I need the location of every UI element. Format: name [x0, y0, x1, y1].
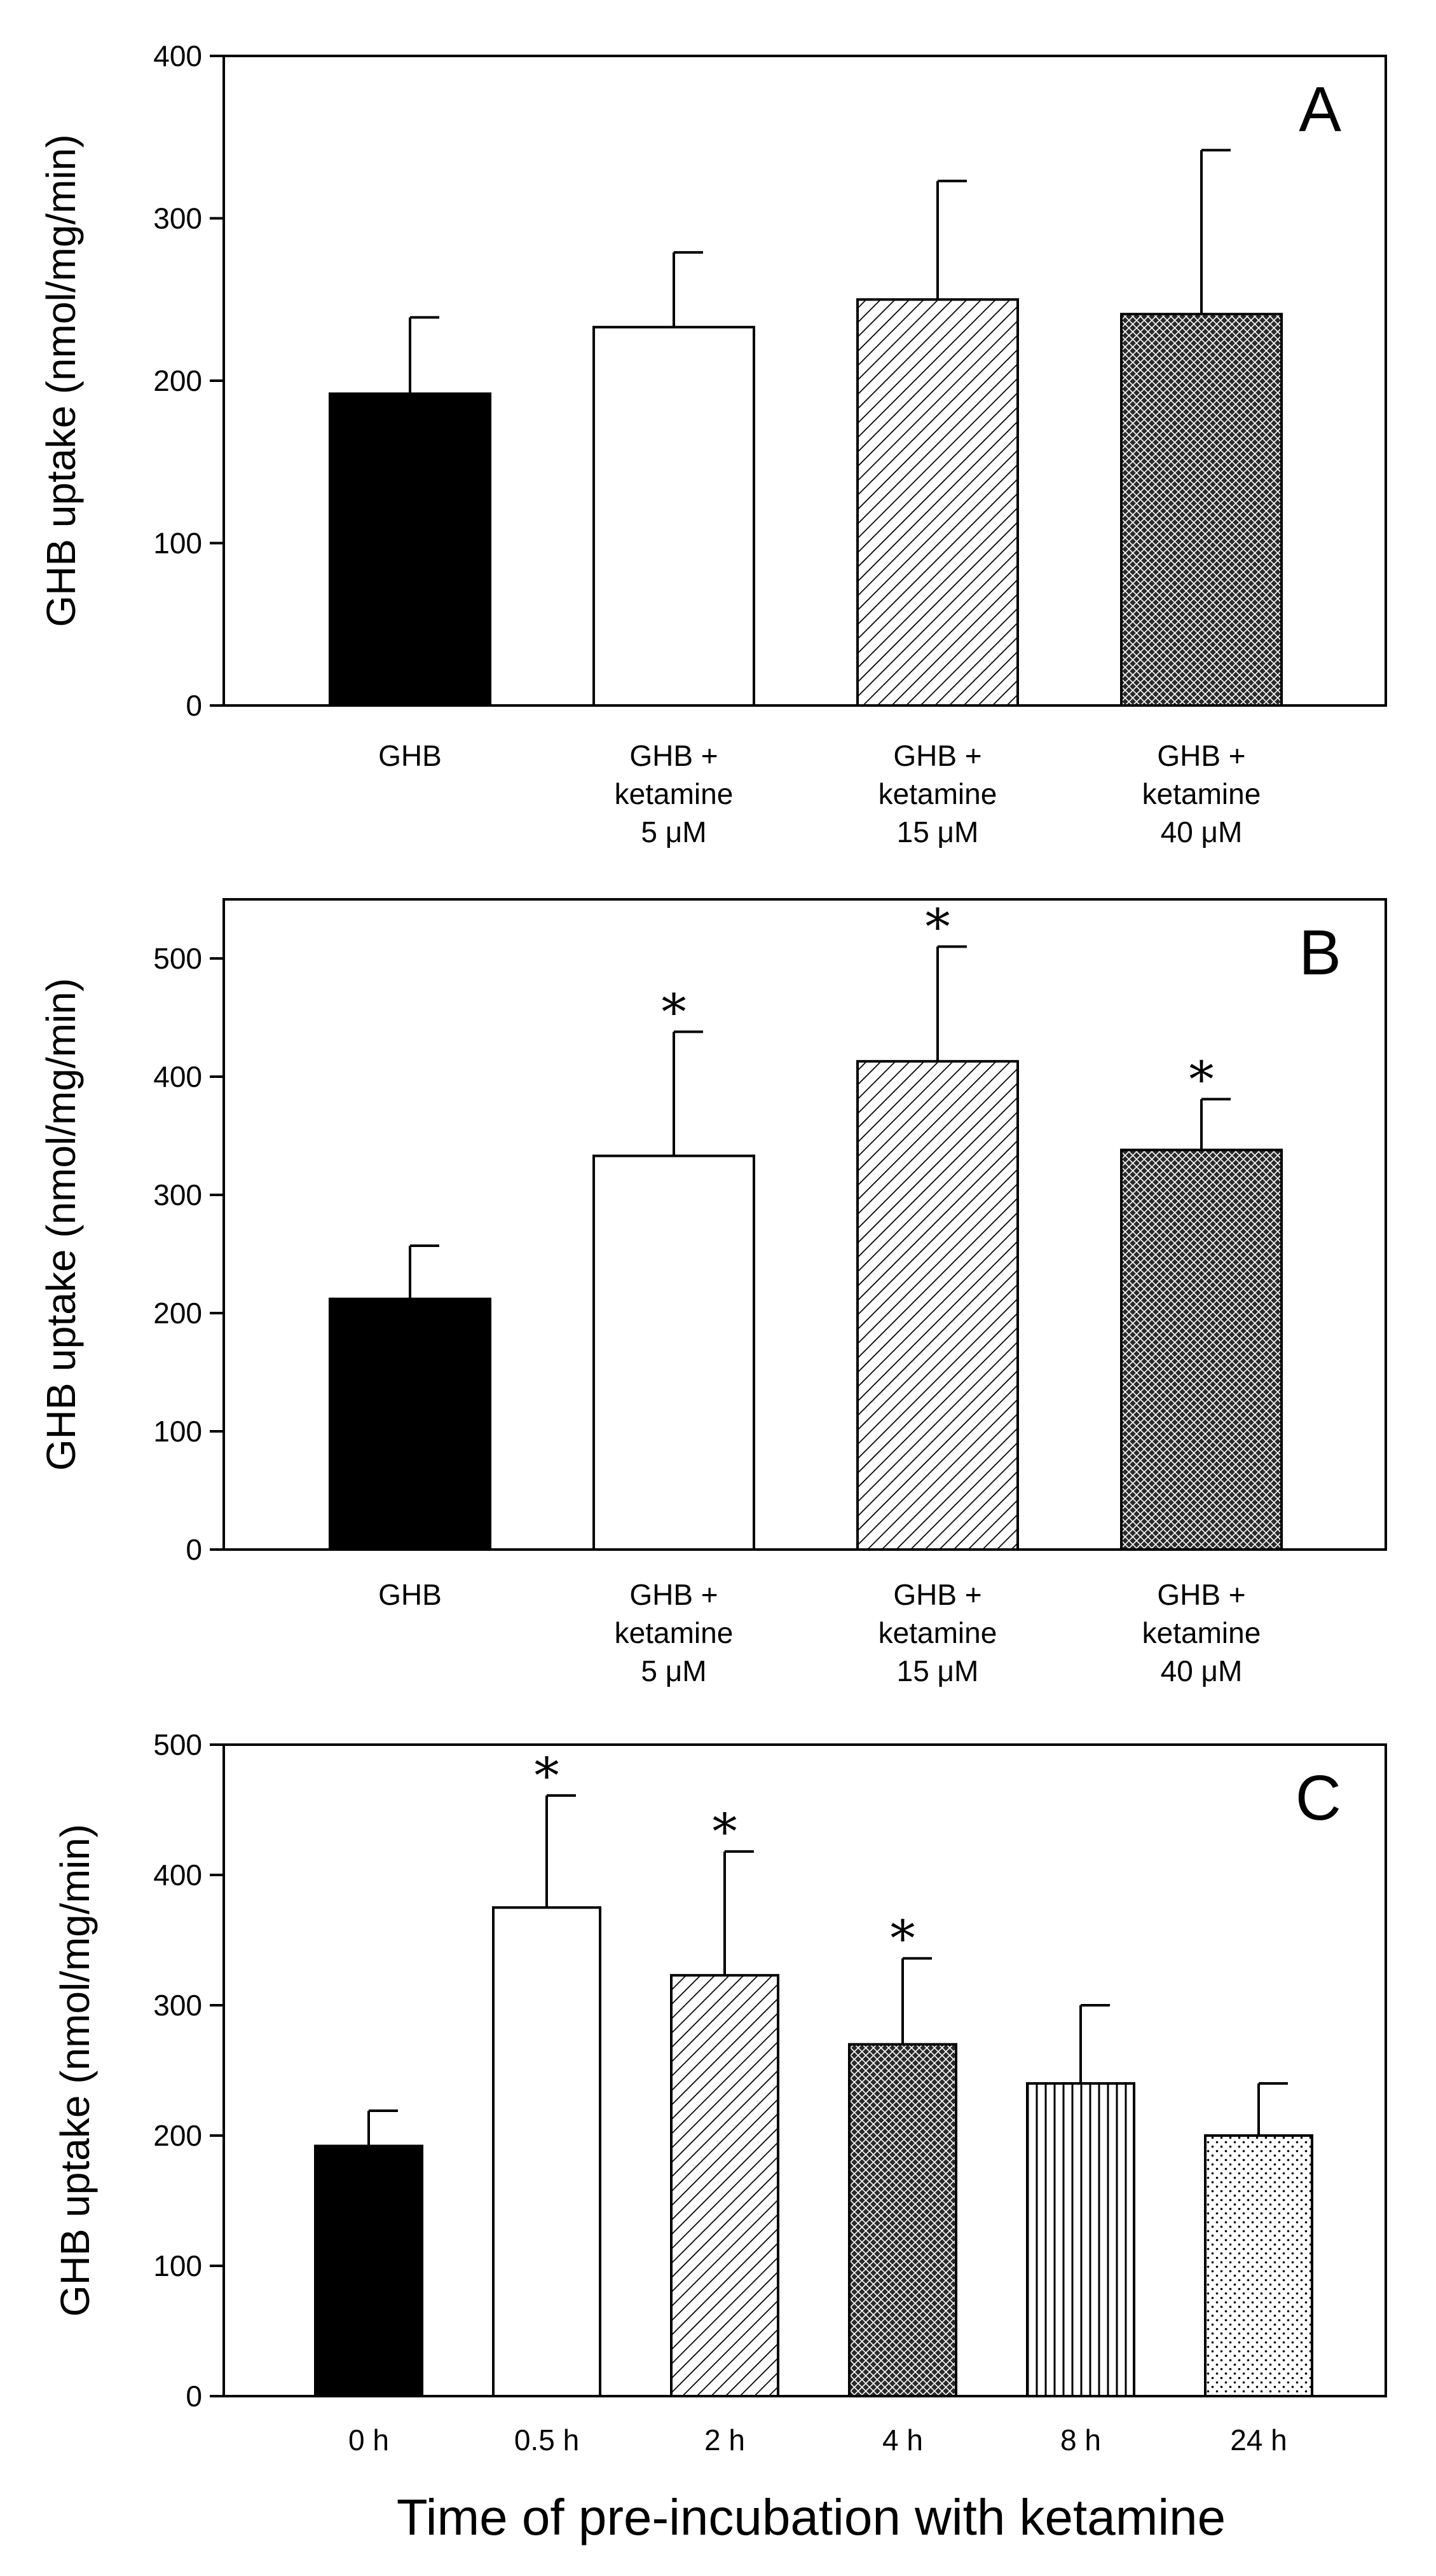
y-tick-label: 100 — [153, 1415, 202, 1448]
category-label: ketamine — [1142, 777, 1261, 810]
bar-hatched-fill — [670, 1973, 779, 2398]
category-label: 24 h — [1230, 2423, 1287, 2457]
category-label: 15 μM — [897, 815, 979, 848]
category-label: 40 μM — [1161, 815, 1243, 848]
category-label: 0.5 h — [514, 2423, 579, 2457]
category-label: GHB — [378, 739, 442, 772]
y-tick-label: 400 — [153, 1060, 202, 1093]
y-tick-label: 500 — [153, 942, 202, 975]
category-label: 0 h — [348, 2423, 389, 2457]
category-label: ketamine — [879, 1616, 997, 1649]
panel-letter: C — [1296, 1762, 1341, 1834]
category-label: 2 h — [704, 2423, 745, 2457]
significance-star: * — [535, 1748, 559, 1805]
y-tick-label: 400 — [153, 1858, 202, 1891]
bar-open-fill — [592, 1154, 755, 1551]
y-tick-label: 200 — [153, 2119, 202, 2152]
y-tick-label: 300 — [153, 1989, 202, 2022]
significance-star: * — [713, 1804, 737, 1861]
category-label: 15 μM — [897, 1654, 979, 1687]
plot-frame — [222, 898, 1387, 1551]
category-label: 40 μM — [1161, 1654, 1243, 1687]
plot-frame — [222, 1743, 1387, 2397]
category-label: 5 μM — [641, 815, 706, 848]
category-label: GHB + — [629, 1578, 718, 1611]
category-label: GHB + — [893, 1578, 981, 1611]
category-label: GHB — [378, 1578, 442, 1611]
bar-dotted-fill — [1204, 2134, 1313, 2397]
bar-solid-fill — [314, 2144, 423, 2397]
significance-star: * — [891, 1911, 915, 1968]
panel-a: 0 100 200 300 400 GHB uptake (nmol/mg/min) A GH… — [38, 39, 1387, 848]
y-axis-label: GHB uptake (nmol/mg/min) — [52, 1824, 98, 2317]
panel-letter: A — [1299, 74, 1341, 145]
y-axis-label: GHB uptake (nmol/mg/min) — [38, 978, 84, 1471]
y-tick-label: 0 — [186, 1533, 202, 1566]
y-tick-label: 0 — [186, 689, 202, 722]
y-tick-label: 300 — [153, 1178, 202, 1211]
category-label: ketamine — [615, 777, 734, 810]
x-axis-label: Time of pre-incubation with ketamine — [397, 2489, 1226, 2545]
category-label: ketamine — [615, 1616, 734, 1649]
significance-star: * — [1189, 1051, 1214, 1108]
category-label: GHB + — [893, 739, 981, 772]
category-label: 4 h — [882, 2423, 923, 2457]
category-label: 5 μM — [641, 1654, 706, 1687]
y-tick-label: 100 — [153, 527, 202, 560]
y-tick-label: 200 — [153, 1297, 202, 1330]
panel-b: 0 100 200 300 400 500 GHB uptake (nmol/mg/min)… — [38, 898, 1387, 1687]
y-tick-label: 100 — [153, 2249, 202, 2282]
y-tick-label: 500 — [153, 1728, 202, 1761]
category-label: ketamine — [879, 777, 997, 810]
y-tick-label: 400 — [153, 39, 202, 72]
y-tick-label: 300 — [153, 202, 202, 235]
bar-crosshatch-fill — [848, 2043, 957, 2397]
bar-crosshatch-fill — [1120, 313, 1283, 707]
category-label: GHB + — [1157, 1578, 1245, 1611]
bar-open-fill — [592, 325, 755, 707]
bar-vertical-stripe-fill — [1026, 2082, 1135, 2397]
bar-solid-fill — [329, 392, 491, 707]
panel-letter: B — [1299, 917, 1341, 988]
panel-c: 0 100 200 300 400 500 GHB uptake (nmol/mg/min)… — [52, 1728, 1387, 2545]
bar-crosshatch-fill — [1120, 1148, 1283, 1551]
category-label: ketamine — [1142, 1616, 1261, 1649]
category-label: GHB + — [629, 739, 718, 772]
bar-hatched-fill — [856, 1060, 1019, 1551]
category-label: GHB + — [1157, 739, 1245, 772]
significance-star: * — [662, 984, 687, 1041]
bar-open-fill — [492, 1906, 601, 2397]
y-tick-label: 0 — [186, 2380, 202, 2413]
significance-star: * — [926, 899, 950, 956]
y-axis-label: GHB uptake (nmol/mg/min) — [38, 134, 84, 627]
bar-hatched-fill — [856, 298, 1019, 707]
y-tick-label: 200 — [153, 364, 202, 397]
category-label: 8 h — [1060, 2423, 1101, 2457]
bar-solid-fill — [329, 1297, 491, 1551]
